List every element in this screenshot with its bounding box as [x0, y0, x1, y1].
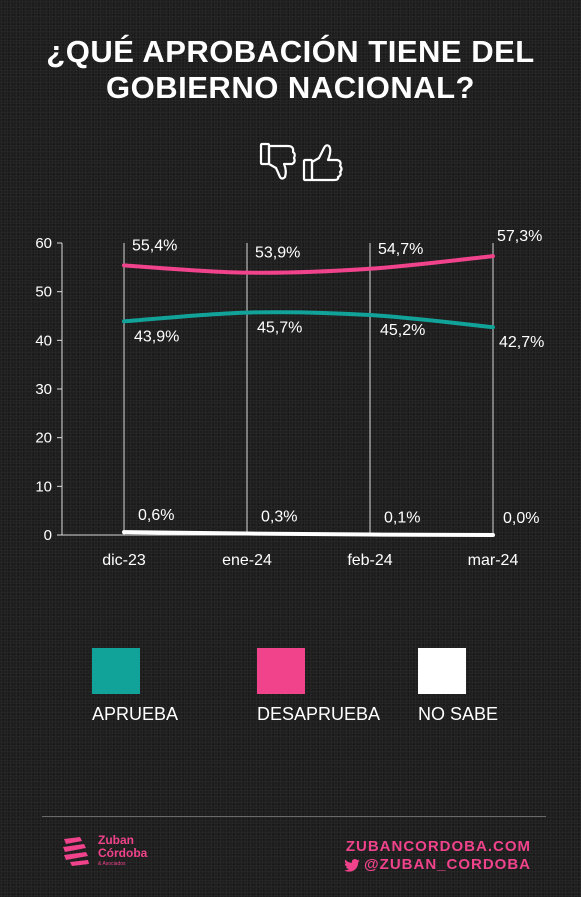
data-label-aprueba: 43,9%: [134, 328, 179, 345]
data-label-no-sabe: 0,6%: [138, 507, 174, 524]
title-line-2: GOBIERNO NACIONAL?: [106, 70, 475, 105]
brand-name-line-1: Zuban: [98, 833, 134, 847]
brand-name-line-2: Córdoba: [98, 846, 148, 860]
legend-item-aprueba: APRUEBA: [92, 648, 178, 724]
series-line-no-sabe: [122, 530, 495, 537]
x-tick-label: feb-24: [347, 552, 392, 565]
y-tick-label: 20: [35, 430, 52, 447]
legend-item-no-sabe: NO SABE: [418, 648, 498, 724]
y-tick-label: 60: [35, 235, 52, 252]
brand-mark-icon: [63, 837, 89, 866]
legend-swatch-aprueba: [92, 648, 140, 694]
legend: APRUEBA DESAPRUEBA NO SABE: [0, 648, 581, 728]
data-label-no-sabe: 0,1%: [384, 510, 420, 527]
approval-line-chart: 0 10 20 30 40 50 60 dic-23 ene-24 feb-24 mar-24 43,…: [35, 228, 544, 565]
legend-swatch-desaprueba: [257, 648, 305, 694]
data-label-desaprueba: 54,7%: [378, 241, 423, 258]
legend-swatch-no-sabe: [418, 648, 466, 694]
thumbs-down-icon: [259, 142, 296, 180]
y-tick-label: 0: [44, 527, 52, 544]
x-tick-label: ene-24: [222, 552, 272, 565]
legend-label-desaprueba: DESAPRUEBA: [257, 704, 381, 724]
page-title: ¿QUÉ APROBACIÓN TIENE DEL GOBIERNO NACIO…: [0, 34, 581, 106]
twitter-icon: [344, 858, 360, 872]
data-label-aprueba: 45,2%: [380, 322, 425, 339]
data-label-aprueba: 45,7%: [257, 320, 302, 337]
title-line-1: ¿QUÉ APROBACIÓN TIENE DEL: [46, 34, 535, 69]
brand-name: Zuban Córdoba: [98, 834, 147, 860]
series-line-desaprueba: [122, 254, 495, 275]
twitter-handle-text: @ZUBAN_CORDOBA: [364, 856, 531, 873]
y-tick-label: 10: [35, 478, 52, 495]
legend-label-no-sabe: NO SABE: [418, 704, 499, 724]
y-tick-label: 40: [35, 332, 52, 349]
legend-label-aprueba: APRUEBA: [92, 704, 179, 724]
y-tick-label: 50: [35, 284, 52, 301]
brand-subtitle: & Asociados: [98, 861, 126, 867]
website-link[interactable]: ZUBANCORDOBA.COM: [345, 838, 531, 855]
x-tick-label: dic-23: [102, 552, 146, 565]
x-tick-label: mar-24: [468, 552, 519, 565]
series-line-aprueba: [122, 310, 495, 330]
twitter-handle[interactable]: @ZUBAN_CORDOBA: [344, 856, 531, 874]
data-label-desaprueba: 53,9%: [255, 245, 300, 262]
data-label-desaprueba: 57,3%: [497, 228, 542, 245]
footer-divider: [42, 816, 546, 817]
data-label-aprueba: 42,7%: [499, 334, 544, 351]
legend-item-desaprueba: DESAPRUEBA: [257, 648, 380, 724]
data-label-no-sabe: 0,0%: [503, 510, 539, 527]
thumbs-up-icon: [302, 144, 343, 182]
brand-logo: Zuban Córdoba & Asociados: [60, 833, 170, 873]
data-label-no-sabe: 0,3%: [261, 509, 297, 526]
y-tick-label: 30: [35, 381, 52, 398]
thumbs-icon: [259, 142, 343, 182]
footer-contact: ZUBANCORDOBA.COM @ZUBAN_CORDOBA: [344, 838, 531, 874]
data-label-desaprueba: 55,4%: [132, 237, 177, 254]
